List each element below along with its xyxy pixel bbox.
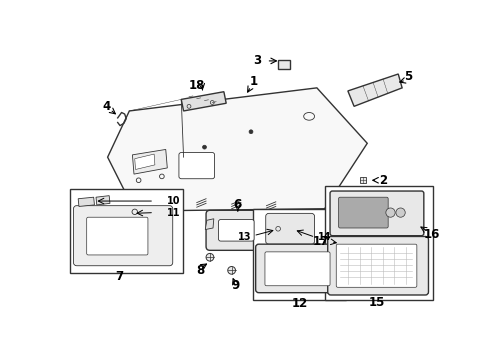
Polygon shape <box>205 219 213 230</box>
Text: 5: 5 <box>404 70 411 83</box>
Circle shape <box>395 208 405 217</box>
Text: 11: 11 <box>166 208 180 217</box>
Polygon shape <box>347 74 401 106</box>
Polygon shape <box>360 177 366 183</box>
Circle shape <box>227 266 235 274</box>
Circle shape <box>202 145 206 149</box>
Polygon shape <box>278 60 289 69</box>
Polygon shape <box>107 88 366 211</box>
FancyBboxPatch shape <box>218 220 254 241</box>
Circle shape <box>385 208 394 217</box>
Text: 12: 12 <box>291 297 307 310</box>
FancyBboxPatch shape <box>264 252 329 286</box>
Circle shape <box>205 253 213 261</box>
FancyBboxPatch shape <box>336 244 416 287</box>
Text: 4: 4 <box>102 100 110 113</box>
Polygon shape <box>181 92 226 111</box>
Polygon shape <box>96 195 110 205</box>
Bar <box>253 209 346 300</box>
FancyBboxPatch shape <box>327 237 427 295</box>
Text: 2: 2 <box>378 174 386 187</box>
Text: 16: 16 <box>423 228 439 240</box>
FancyBboxPatch shape <box>265 213 314 244</box>
Text: 13: 13 <box>238 232 251 242</box>
FancyBboxPatch shape <box>86 217 148 255</box>
Text: 6: 6 <box>233 198 242 211</box>
FancyBboxPatch shape <box>329 191 423 236</box>
Text: 15: 15 <box>368 296 385 309</box>
FancyBboxPatch shape <box>255 244 339 293</box>
Bar <box>324 186 432 300</box>
Text: 8: 8 <box>196 264 204 277</box>
Text: 18: 18 <box>188 79 204 92</box>
Circle shape <box>248 130 252 134</box>
Polygon shape <box>132 149 167 174</box>
FancyBboxPatch shape <box>179 153 214 179</box>
Bar <box>70 189 183 273</box>
Text: 10: 10 <box>166 196 180 206</box>
FancyBboxPatch shape <box>338 197 387 228</box>
Text: 1: 1 <box>249 75 257 88</box>
Polygon shape <box>78 197 94 206</box>
Polygon shape <box>135 154 155 170</box>
FancyBboxPatch shape <box>73 206 172 266</box>
Text: 9: 9 <box>231 279 239 292</box>
Text: 17: 17 <box>312 235 328 248</box>
Text: 7: 7 <box>115 270 123 283</box>
Text: 14: 14 <box>318 232 331 242</box>
FancyBboxPatch shape <box>205 210 266 250</box>
Text: 3: 3 <box>253 54 261 67</box>
